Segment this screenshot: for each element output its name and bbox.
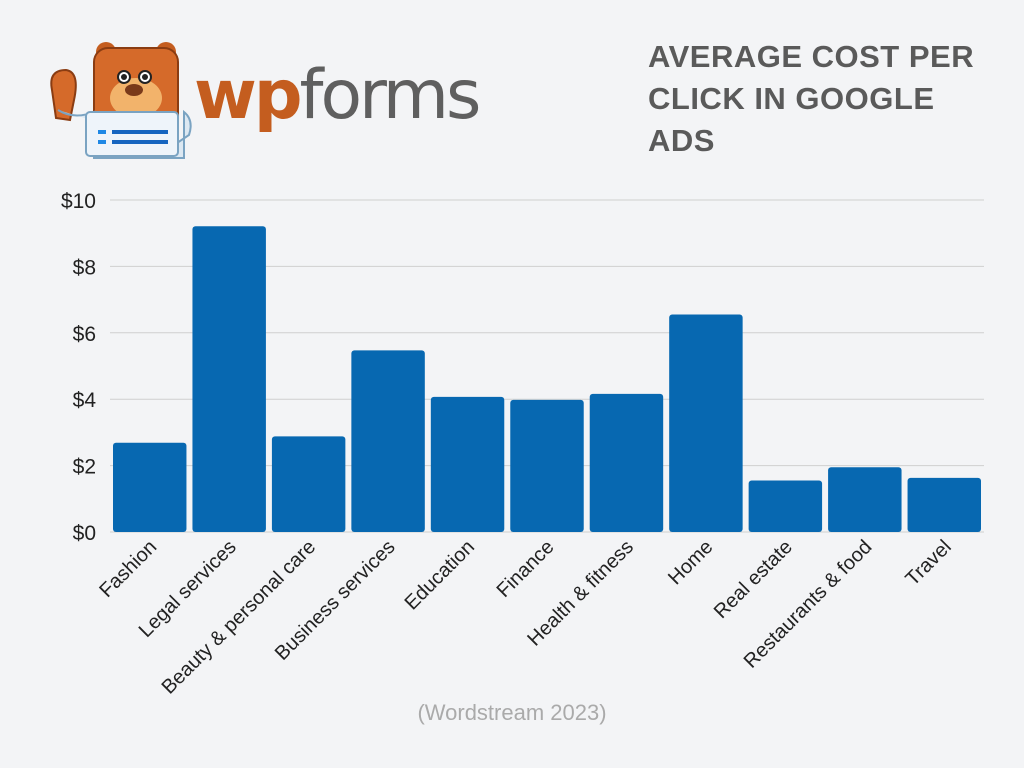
bar [748,480,823,532]
bar [351,350,425,532]
wpforms-logo: wpforms [44,40,481,160]
y-tick-label: $2 [73,456,96,479]
y-tick-label: $6 [73,323,96,346]
bar [271,436,346,532]
x-tick-label: Travel [901,536,955,590]
bar [430,396,505,532]
y-tick-label: $4 [73,389,97,412]
bar [510,399,584,532]
logo-wp: wp [194,56,302,135]
x-tick-label: Real estate [710,536,797,623]
bear-mascot-icon [50,42,192,159]
x-tick-label: Home [664,536,717,589]
logo-forms: forms [299,56,482,135]
y-tick-label: $8 [73,256,96,279]
x-tick-label: Beauty & personal care [158,536,321,699]
bar [192,226,266,532]
y-tick-label: $10 [61,190,96,213]
bar [113,442,187,532]
x-tick-label: Education [401,536,479,614]
bar [828,467,902,532]
y-tick-label: $0 [73,522,96,545]
source-note: (Wordstream 2023) [417,700,607,725]
x-tick-label: Finance [493,536,559,602]
bar [589,393,664,532]
logo-wordmark: wpforms [194,62,481,130]
bar [669,314,743,532]
bar [907,477,981,532]
x-tick-label: Fashion [95,536,161,602]
chart-title: AVERAGE COST PER CLICK IN GOOGLE ADS [648,39,975,158]
